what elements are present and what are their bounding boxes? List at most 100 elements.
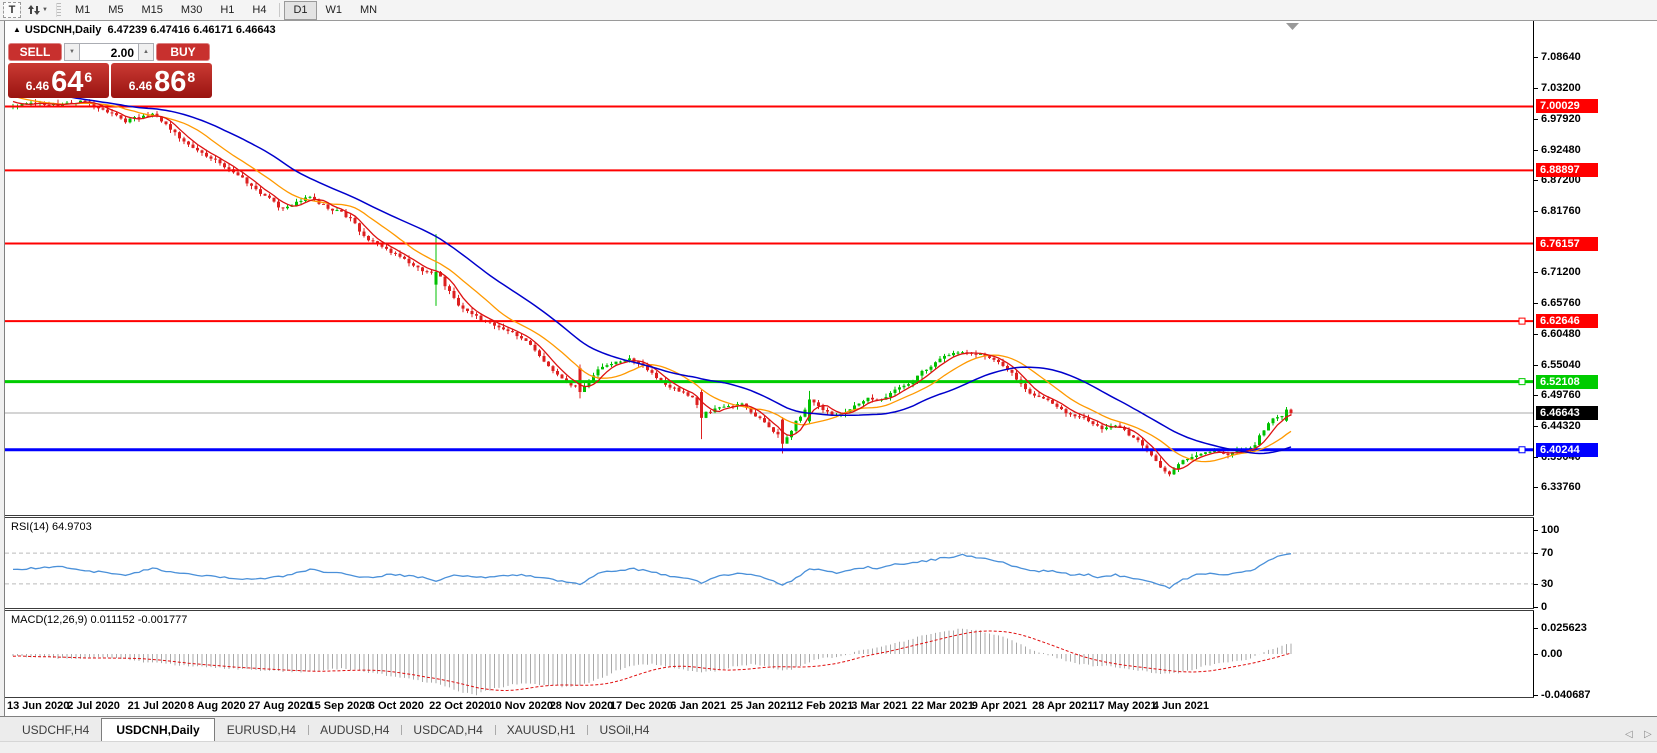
date-label: 17 May 2021 (1092, 700, 1157, 712)
price-tick-label: -0.040687 (1541, 689, 1591, 701)
timeframe-button-mn[interactable]: MN (360, 3, 378, 16)
price-tick-label: 0.00 (1541, 648, 1563, 660)
timeframe-button-m30[interactable]: M30 (180, 3, 203, 16)
text-tool-label: T (8, 4, 16, 16)
chart-tab-usdcad-h4[interactable]: USDCAD,H4 (401, 719, 494, 741)
axis-tick-mark (1534, 150, 1538, 151)
timeframe-button-w1[interactable]: W1 (325, 3, 343, 16)
timeframe-button-m5[interactable]: M5 (108, 3, 124, 16)
axis-tick-mark (1534, 628, 1538, 629)
date-label: 10 Nov 2020 (489, 700, 553, 712)
price-tick-label: 70 (1541, 547, 1554, 559)
price-tick-label: 100 (1541, 524, 1560, 536)
timeframe-button-h4[interactable]: H4 (252, 3, 267, 16)
chart-tab-audusd-h4[interactable]: AUDUSD,H4 (308, 719, 401, 741)
axis-tick-mark (1534, 426, 1538, 427)
price-tick-label: 7.08640 (1541, 51, 1581, 63)
axis-tick-mark (1534, 303, 1538, 304)
top-toolbar: T ▼ M1 M5 M15 M30 H1 H4 D1 W1 MN (0, 0, 1657, 21)
price-tick-label: 0 (1541, 601, 1548, 613)
ask-price-big: 86 (154, 66, 187, 98)
main-chart-plot[interactable]: ▲ USDCNH,Daily 6.47239 6.47416 6.46171 6.… (5, 21, 1534, 515)
level-price-label: 6.76157 (1536, 237, 1598, 251)
price-tick-label: 6.87200 (1541, 174, 1581, 186)
axis-tick-mark (1534, 88, 1538, 89)
toolbar-separator (279, 3, 281, 17)
date-label: 3 Oct 2020 (368, 700, 424, 712)
axis-tick-mark (1534, 395, 1538, 396)
chart-tab-usdchf-h4[interactable]: USDCHF,H4 (22, 723, 90, 737)
axis-tick-mark (1534, 530, 1538, 531)
date-label: 9 Apr 2021 (971, 700, 1028, 712)
date-label: 15 Sep 2020 (308, 700, 372, 712)
axis-tick-mark (1534, 272, 1538, 273)
level-price-label: 6.40244 (1536, 443, 1598, 457)
price-tick-label: 6.49760 (1541, 389, 1581, 401)
price-tick-label: 6.44320 (1541, 420, 1581, 432)
buy-button[interactable]: BUY (156, 43, 210, 61)
level-price-label: 6.88897 (1536, 163, 1598, 177)
arrows-tool-button[interactable]: ▼ (25, 2, 51, 18)
date-label: 27 Aug 2020 (248, 700, 312, 712)
date-label: 12 Feb 2021 (790, 700, 854, 712)
date-label: 13 Jun 2020 (7, 700, 70, 712)
ask-price-sup: 8 (187, 69, 196, 85)
price-axis[interactable]: 7.08640 7.03200 6.97920 6.92480 6.87200 6.817… (1534, 21, 1657, 716)
ask-price-prefix: 6.46 (128, 79, 153, 93)
price-tick-label: 6.65760 (1541, 297, 1581, 309)
axis-tick-mark (1534, 57, 1538, 58)
chart-title: ▲ USDCNH,Daily 6.47239 6.47416 6.46171 6.… (13, 24, 276, 36)
timeframe-button-h1[interactable]: H1 (220, 3, 235, 16)
level-price-label: 7.00029 (1536, 99, 1598, 113)
date-label: 4 Jun 2021 (1152, 700, 1209, 712)
level-price-label: 6.52108 (1536, 375, 1598, 389)
axis-tick-mark (1534, 365, 1538, 366)
tab-scroll-left-button[interactable]: ◁ (1625, 729, 1633, 740)
chart-tab-usoil-h4[interactable]: USOil,H4 (587, 719, 661, 741)
axis-tick-mark (1534, 695, 1538, 696)
bid-price-big: 64 (51, 66, 84, 98)
chart-ohlc-values: 6.47239 6.47416 6.46171 6.46643 (107, 24, 276, 36)
timeframe-button-m1[interactable]: M1 (74, 3, 91, 16)
tab-scroll-right-button[interactable]: ▷ (1644, 729, 1652, 740)
date-label: 17 Dec 2020 (610, 700, 673, 712)
date-label: 28 Apr 2021 (1032, 700, 1094, 712)
toolbar-grip (55, 3, 61, 17)
chart-tab-xauusd-h1[interactable]: XAUUSD,H1 (494, 719, 588, 741)
symbol-arrow-icon: ▲ (13, 25, 21, 34)
chart-shift-marker-icon (1286, 23, 1299, 30)
chart-tab-bar: USDCHF,H4 USDCNH,Daily EURUSD,H4 AUDUSD,H4 U… (0, 716, 1657, 741)
bid-price-panel[interactable]: 6.46 64 6 (8, 63, 109, 98)
sell-button[interactable]: SELL (8, 43, 62, 61)
axis-tick-mark (1534, 457, 1538, 458)
timeframe-button-m15[interactable]: M15 (141, 3, 163, 16)
sort-arrows-icon (28, 5, 40, 15)
chart-tab-eurusd-h4[interactable]: EURUSD,H4 (226, 723, 297, 737)
price-tick-label: 0.025623 (1541, 622, 1587, 634)
one-click-trading-panel: SELL ▼ 2.00 ▲ BUY 6.46 64 6 6.46 86 8 (8, 43, 212, 98)
axis-tick-mark (1534, 119, 1538, 120)
date-label: 28 Nov 2020 (549, 700, 614, 712)
timeframe-button-d1[interactable]: D1 (284, 0, 317, 20)
ask-price-panel[interactable]: 6.46 86 8 (111, 63, 212, 98)
dropdown-caret-icon: ▼ (42, 7, 48, 13)
level-price-label: 6.46643 (1536, 406, 1598, 420)
volume-input[interactable]: 2.00 (80, 43, 138, 61)
axis-tick-mark (1534, 553, 1538, 554)
text-tool-button[interactable]: T (3, 2, 21, 18)
panel-splitter[interactable] (5, 608, 1657, 611)
price-tick-label: 6.92480 (1541, 144, 1581, 156)
chart-symbol-period: USDCNH,Daily (24, 24, 102, 36)
bid-price-sup: 6 (84, 69, 93, 85)
macd-panel-plot[interactable]: MACD(12,26,9) 0.011152 -0.001777 (5, 611, 1534, 697)
volume-stepper: ▼ 2.00 ▲ (64, 43, 154, 61)
volume-decrease-button[interactable]: ▼ (64, 43, 80, 61)
volume-increase-button[interactable]: ▲ (138, 43, 154, 61)
rsi-panel-plot[interactable]: RSI(14) 64.9703 (5, 518, 1534, 608)
panel-splitter[interactable] (5, 515, 1657, 518)
axis-tick-mark (1534, 180, 1538, 181)
time-axis[interactable]: 13 Jun 2020 2 Jul 2020 21 Jul 2020 8 Aug 20… (5, 698, 1534, 716)
date-label: 6 Jan 2021 (670, 700, 726, 712)
chart-tab-usdcnh-daily[interactable]: USDCNH,Daily (101, 718, 215, 741)
macd-indicator-label: MACD(12,26,9) 0.011152 -0.001777 (11, 614, 188, 626)
